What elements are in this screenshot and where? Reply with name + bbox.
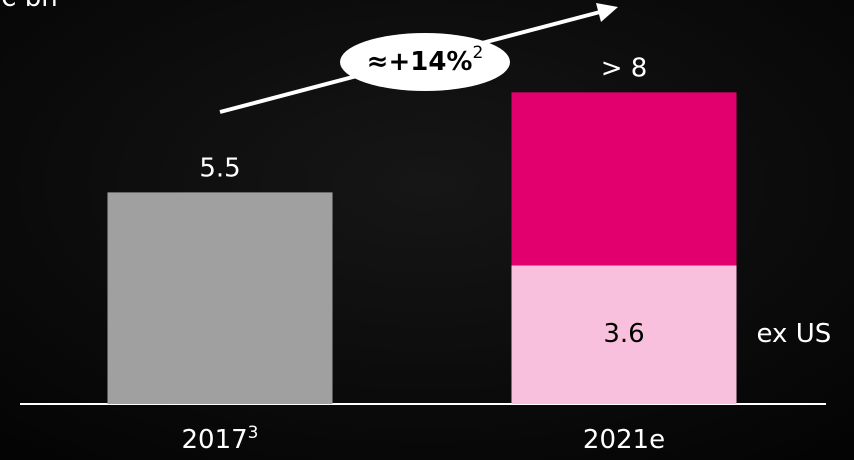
annotation: ≈+14%2 bbox=[367, 43, 484, 77]
x-tick-label: 20173 bbox=[182, 423, 259, 455]
category-footnote: 3 bbox=[248, 423, 259, 443]
series-label: ex US bbox=[757, 319, 832, 349]
x-tick-label: 2021e bbox=[583, 425, 665, 455]
bar-segment bbox=[511, 92, 737, 266]
value-label: 5.5 bbox=[199, 153, 240, 183]
category: 2021e bbox=[583, 425, 665, 455]
total-label: > 8 bbox=[601, 53, 648, 83]
unit-label: € bn bbox=[0, 0, 58, 13]
annotation-text: ≈+14% bbox=[367, 47, 473, 77]
bar-segment bbox=[107, 192, 333, 404]
bar-segment bbox=[511, 265, 737, 404]
category: 2017 bbox=[182, 425, 248, 455]
value-label: 3.6 bbox=[603, 319, 644, 349]
annotation-bubble bbox=[340, 33, 510, 91]
annotation-footnote: 2 bbox=[472, 43, 483, 63]
